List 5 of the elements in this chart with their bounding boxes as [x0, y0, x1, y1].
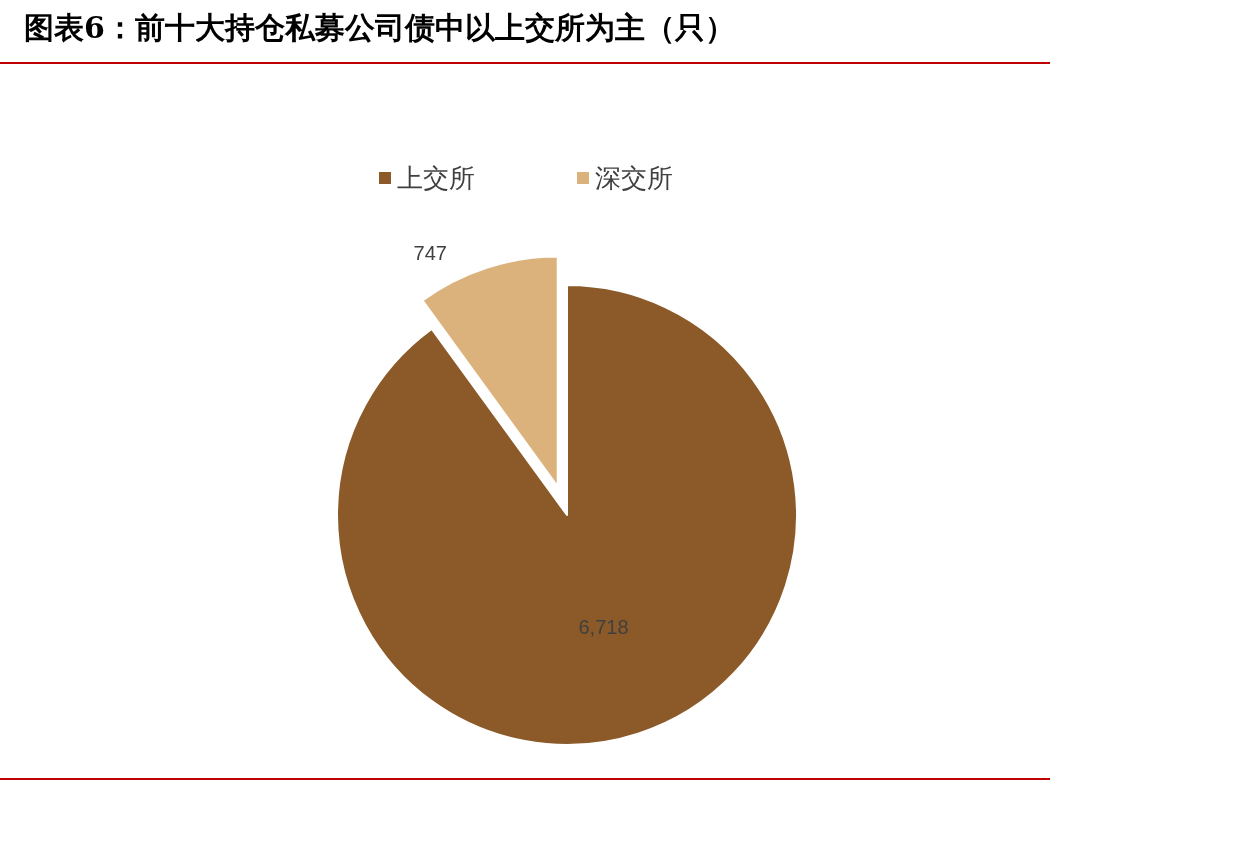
data-label: 6,718 — [578, 616, 629, 639]
data-label: 747 — [413, 242, 447, 265]
legend-label: 上交所 — [397, 163, 475, 193]
chart-title: 图表6：前十大持仓私募公司债中以上交所为主（只） — [24, 9, 735, 47]
legend-label: 深交所 — [595, 163, 673, 193]
